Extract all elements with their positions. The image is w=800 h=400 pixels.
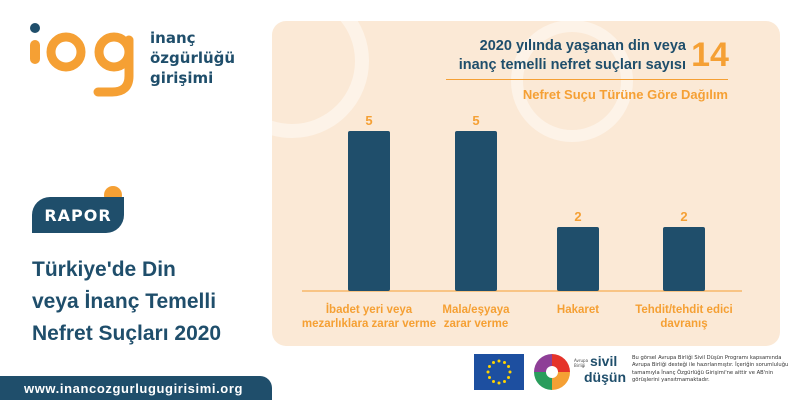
category-label-line: Tehdit/tehdit edici bbox=[635, 304, 733, 316]
bar bbox=[663, 227, 705, 291]
eu-star-icon bbox=[507, 365, 511, 368]
eu-star-icon bbox=[503, 360, 506, 364]
sivil-small-text: Avrupa Birliği bbox=[574, 358, 589, 368]
eu-star-icon bbox=[507, 376, 511, 379]
category-label-line: İbadet yeri veya bbox=[325, 304, 413, 316]
bar-value-label: 5 bbox=[472, 113, 479, 128]
category-label: Hakaret bbox=[508, 303, 648, 317]
eu-star-icon bbox=[503, 380, 506, 384]
category-label-line: Hakaret bbox=[556, 304, 600, 316]
report-title-line: veya İnanç Temelli bbox=[32, 290, 217, 313]
brand-name-line: inanç bbox=[150, 29, 196, 47]
eu-star-icon bbox=[497, 381, 501, 385]
eu-star-icon bbox=[486, 370, 490, 374]
brand-name-line: özgürlüğü bbox=[150, 49, 236, 67]
bar-value-label: 2 bbox=[680, 209, 687, 224]
brand-name: inanç özgürlüğü girişimi bbox=[150, 28, 235, 88]
eu-star-icon bbox=[492, 360, 495, 364]
dusun-word: düşün bbox=[584, 369, 626, 385]
category-label-line: davranış bbox=[660, 318, 708, 330]
headline-line: 2020 yılında yaşanan din veya bbox=[479, 38, 686, 54]
chart-panel: 2020 yılında yaşanan din veya inanç teme… bbox=[272, 21, 780, 346]
category-label: Tehdit/tehdit edici davranış bbox=[614, 303, 754, 331]
bar bbox=[348, 131, 390, 291]
eu-disclaimer: Bu görsel Avrupa Birliği Sivil Düşün Pro… bbox=[632, 355, 789, 384]
category-label-line: Mala/eşyaya bbox=[442, 304, 510, 316]
eu-star-icon bbox=[497, 359, 501, 363]
iog-logo-mark bbox=[30, 23, 134, 97]
headline-underline bbox=[446, 79, 728, 80]
sivil-dusun-mark-icon bbox=[534, 354, 570, 390]
decorative-circles bbox=[272, 21, 633, 142]
bar bbox=[557, 227, 599, 291]
eu-star-icon bbox=[487, 376, 491, 379]
report-title-line: Türkiye'de Din bbox=[32, 258, 176, 281]
brand-logo: inanç özgürlüğü girişimi bbox=[28, 20, 258, 100]
bar-value-label: 5 bbox=[365, 113, 372, 128]
category-label: İbadet yeri veya mezarlıklara zarar verme bbox=[299, 303, 439, 331]
report-badge: RAPOR bbox=[32, 197, 124, 233]
headline-line: inanç temelli nefret suçları sayısı bbox=[458, 57, 686, 73]
report-title: Türkiye'de Din veya İnanç Temelli Nefret… bbox=[32, 254, 272, 350]
brand-name-line: girişimi bbox=[150, 69, 214, 87]
bar-chart: 5 5 2 2 bbox=[302, 113, 742, 292]
eu-star-icon bbox=[508, 370, 512, 374]
bar-value-label: 2 bbox=[574, 209, 581, 224]
category-label-line: mezarlıklara zarar verme bbox=[301, 318, 437, 330]
bar bbox=[455, 131, 497, 291]
category-label: Mala/eşyaya zarar verme bbox=[406, 303, 546, 331]
report-title-line: Nefret Suçları 2020 bbox=[32, 322, 222, 345]
website-link[interactable]: www.inancozgurlugugirisimi.org bbox=[0, 376, 272, 400]
eu-star-icon bbox=[492, 380, 495, 384]
chart-subtitle: Nefret Suçu Türüne Göre Dağılım bbox=[522, 87, 728, 102]
total-count: 14 bbox=[691, 36, 729, 74]
sivil-word: sivil bbox=[590, 353, 618, 369]
chart-headline: 2020 yılında yaşanan din veya inanç teme… bbox=[459, 37, 686, 75]
eu-star-icon bbox=[487, 365, 491, 368]
category-label-line: zarar verme bbox=[443, 318, 509, 330]
eu-flag-icon bbox=[474, 354, 524, 390]
sivil-dusun-logo: Avrupa Birliği sivil düşün bbox=[532, 350, 626, 394]
